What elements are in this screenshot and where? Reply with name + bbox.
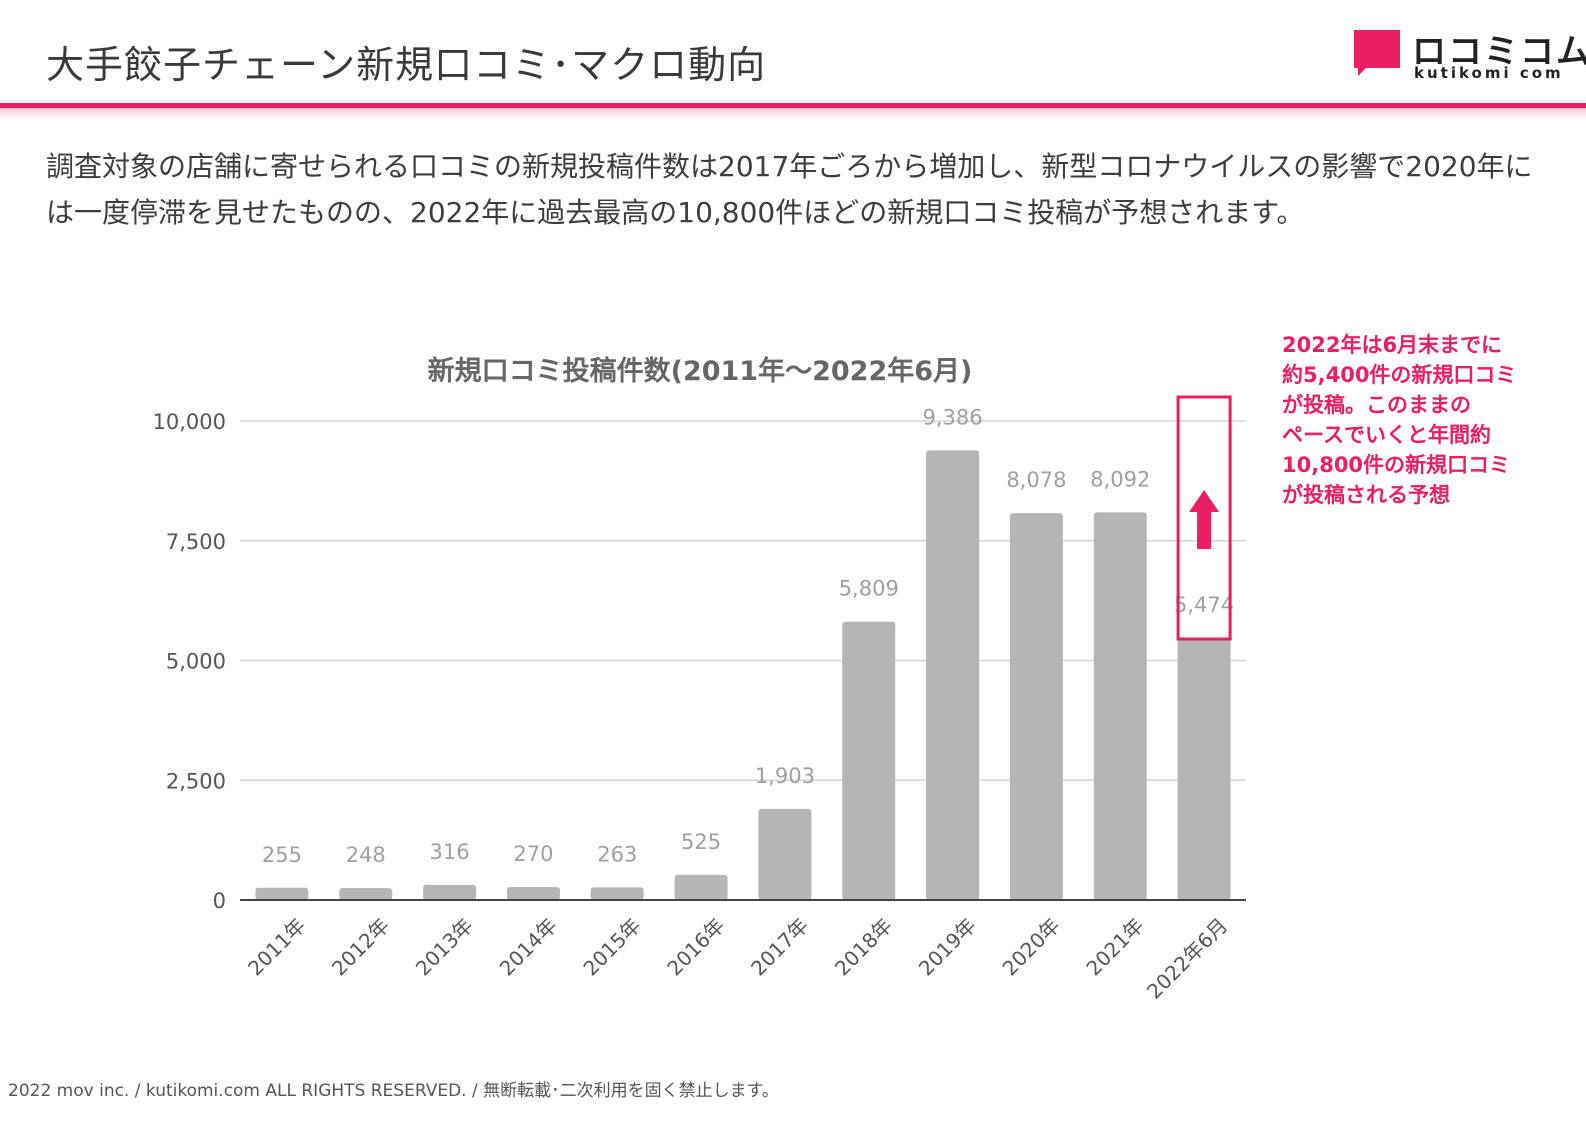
chart-title: 新規口コミ投稿件数(2011年〜2022年6月) (428, 355, 973, 387)
bar-value-label: 525 (681, 830, 721, 854)
bar-value-label: 9,386 (923, 405, 983, 429)
x-tick-label: 2019年 (914, 913, 981, 980)
description-text: 調査対象の店舗に寄せられる口コミの新規投稿件数は2017年ごろから増加し、新型コ… (46, 150, 1533, 229)
bar-value-label: 255 (262, 843, 302, 867)
x-tick-label: 2016年 (662, 913, 729, 980)
bar (674, 874, 728, 900)
annotation-text: 2022年は6月末までに 約5,400件の新規口コミ が投稿。このままの ペース… (1282, 333, 1517, 507)
highlight-box (1176, 395, 1232, 641)
bar (926, 450, 980, 900)
x-tick-label: 2012年 (327, 913, 394, 980)
bar-value-label: 248 (346, 843, 386, 867)
bar (423, 884, 477, 900)
logo: ロコミコム kutikomi com (1352, 24, 1586, 84)
bar (842, 621, 896, 900)
x-tick-label: 2018年 (830, 913, 897, 980)
x-tick-label: 2011年 (243, 913, 310, 980)
x-tick-label: 2022年6月 (1142, 913, 1232, 1003)
up-arrow-icon (1189, 490, 1220, 549)
bar (506, 887, 560, 900)
bar-value-label: 8,078 (1006, 468, 1066, 492)
y-tick-label: 10,000 (153, 410, 226, 434)
bar-value-label: 270 (513, 842, 553, 866)
bar-value-label: 1,903 (755, 764, 815, 788)
bar (1177, 637, 1231, 900)
header-divider (0, 103, 1586, 108)
bar (758, 808, 812, 900)
bar (1093, 512, 1147, 900)
x-tick-label: 2017年 (746, 913, 813, 980)
x-tick-label: 2015年 (578, 913, 645, 980)
page-title: 大手餃子チェーン新規口コミ･マクロ動向 (46, 43, 767, 87)
y-tick-label: 0 (213, 889, 226, 913)
x-tick-label: 2013年 (411, 913, 478, 980)
y-tick-label: 7,500 (166, 530, 226, 554)
logo-subtext: kutikomi com (1414, 64, 1564, 82)
bar-value-label: 316 (430, 840, 470, 864)
x-tick-label: 2014年 (495, 913, 562, 980)
bar (255, 887, 309, 900)
bar (1009, 513, 1063, 900)
bar-value-label: 5,474 (1174, 593, 1234, 617)
y-tick-label: 2,500 (166, 769, 226, 793)
x-tick-label: 2020年 (998, 913, 1065, 980)
copyright-footer: 2022 mov inc. / kutikomi.com ALL RIGHTS … (8, 1081, 779, 1101)
bar (590, 887, 644, 900)
speech-bubble-icon (1354, 30, 1400, 76)
bar (339, 888, 393, 900)
bar-value-label: 8,092 (1090, 467, 1150, 491)
y-tick-label: 5,000 (166, 650, 226, 674)
bar-value-label: 263 (597, 842, 637, 866)
header-divider-shadow (0, 108, 1586, 120)
x-tick-label: 2021年 (1081, 913, 1148, 980)
bar-value-label: 5,809 (839, 577, 899, 601)
logo-text: ロコミコム (1412, 32, 1586, 72)
